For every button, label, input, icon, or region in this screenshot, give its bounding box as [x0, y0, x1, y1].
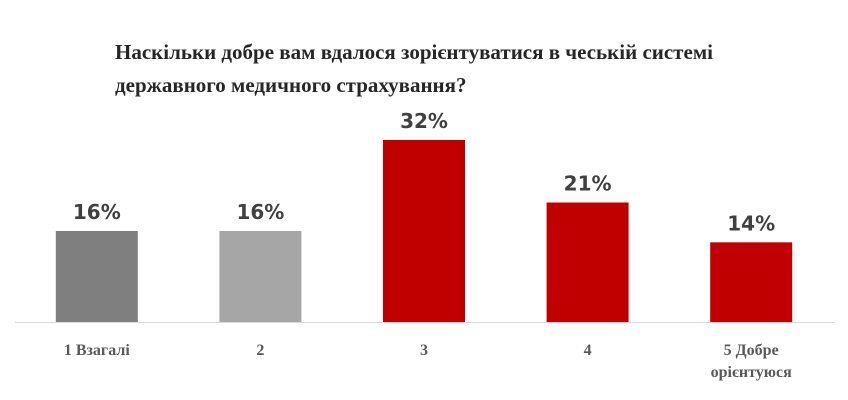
x-tick-label: 1 Взагалі: [63, 342, 130, 359]
x-tick-label: 2: [256, 342, 265, 359]
bar: [219, 230, 302, 322]
data-label: 32%: [400, 109, 448, 133]
x-tick-label: 5 Добре орієнтуюся: [710, 342, 792, 381]
data-label: 16%: [236, 200, 284, 224]
bar: [55, 230, 138, 322]
bar: [383, 139, 465, 322]
chart-title: Наскільки добре вам вдалося зорієнтувати…: [115, 40, 713, 97]
data-label: 21%: [564, 172, 612, 196]
bar: [710, 242, 793, 322]
bar: [546, 202, 629, 322]
x-tick-label: 3: [420, 342, 428, 359]
x-tick-label: 4: [583, 342, 592, 359]
data-label: 14%: [727, 211, 775, 235]
data-label: 16%: [73, 200, 121, 224]
